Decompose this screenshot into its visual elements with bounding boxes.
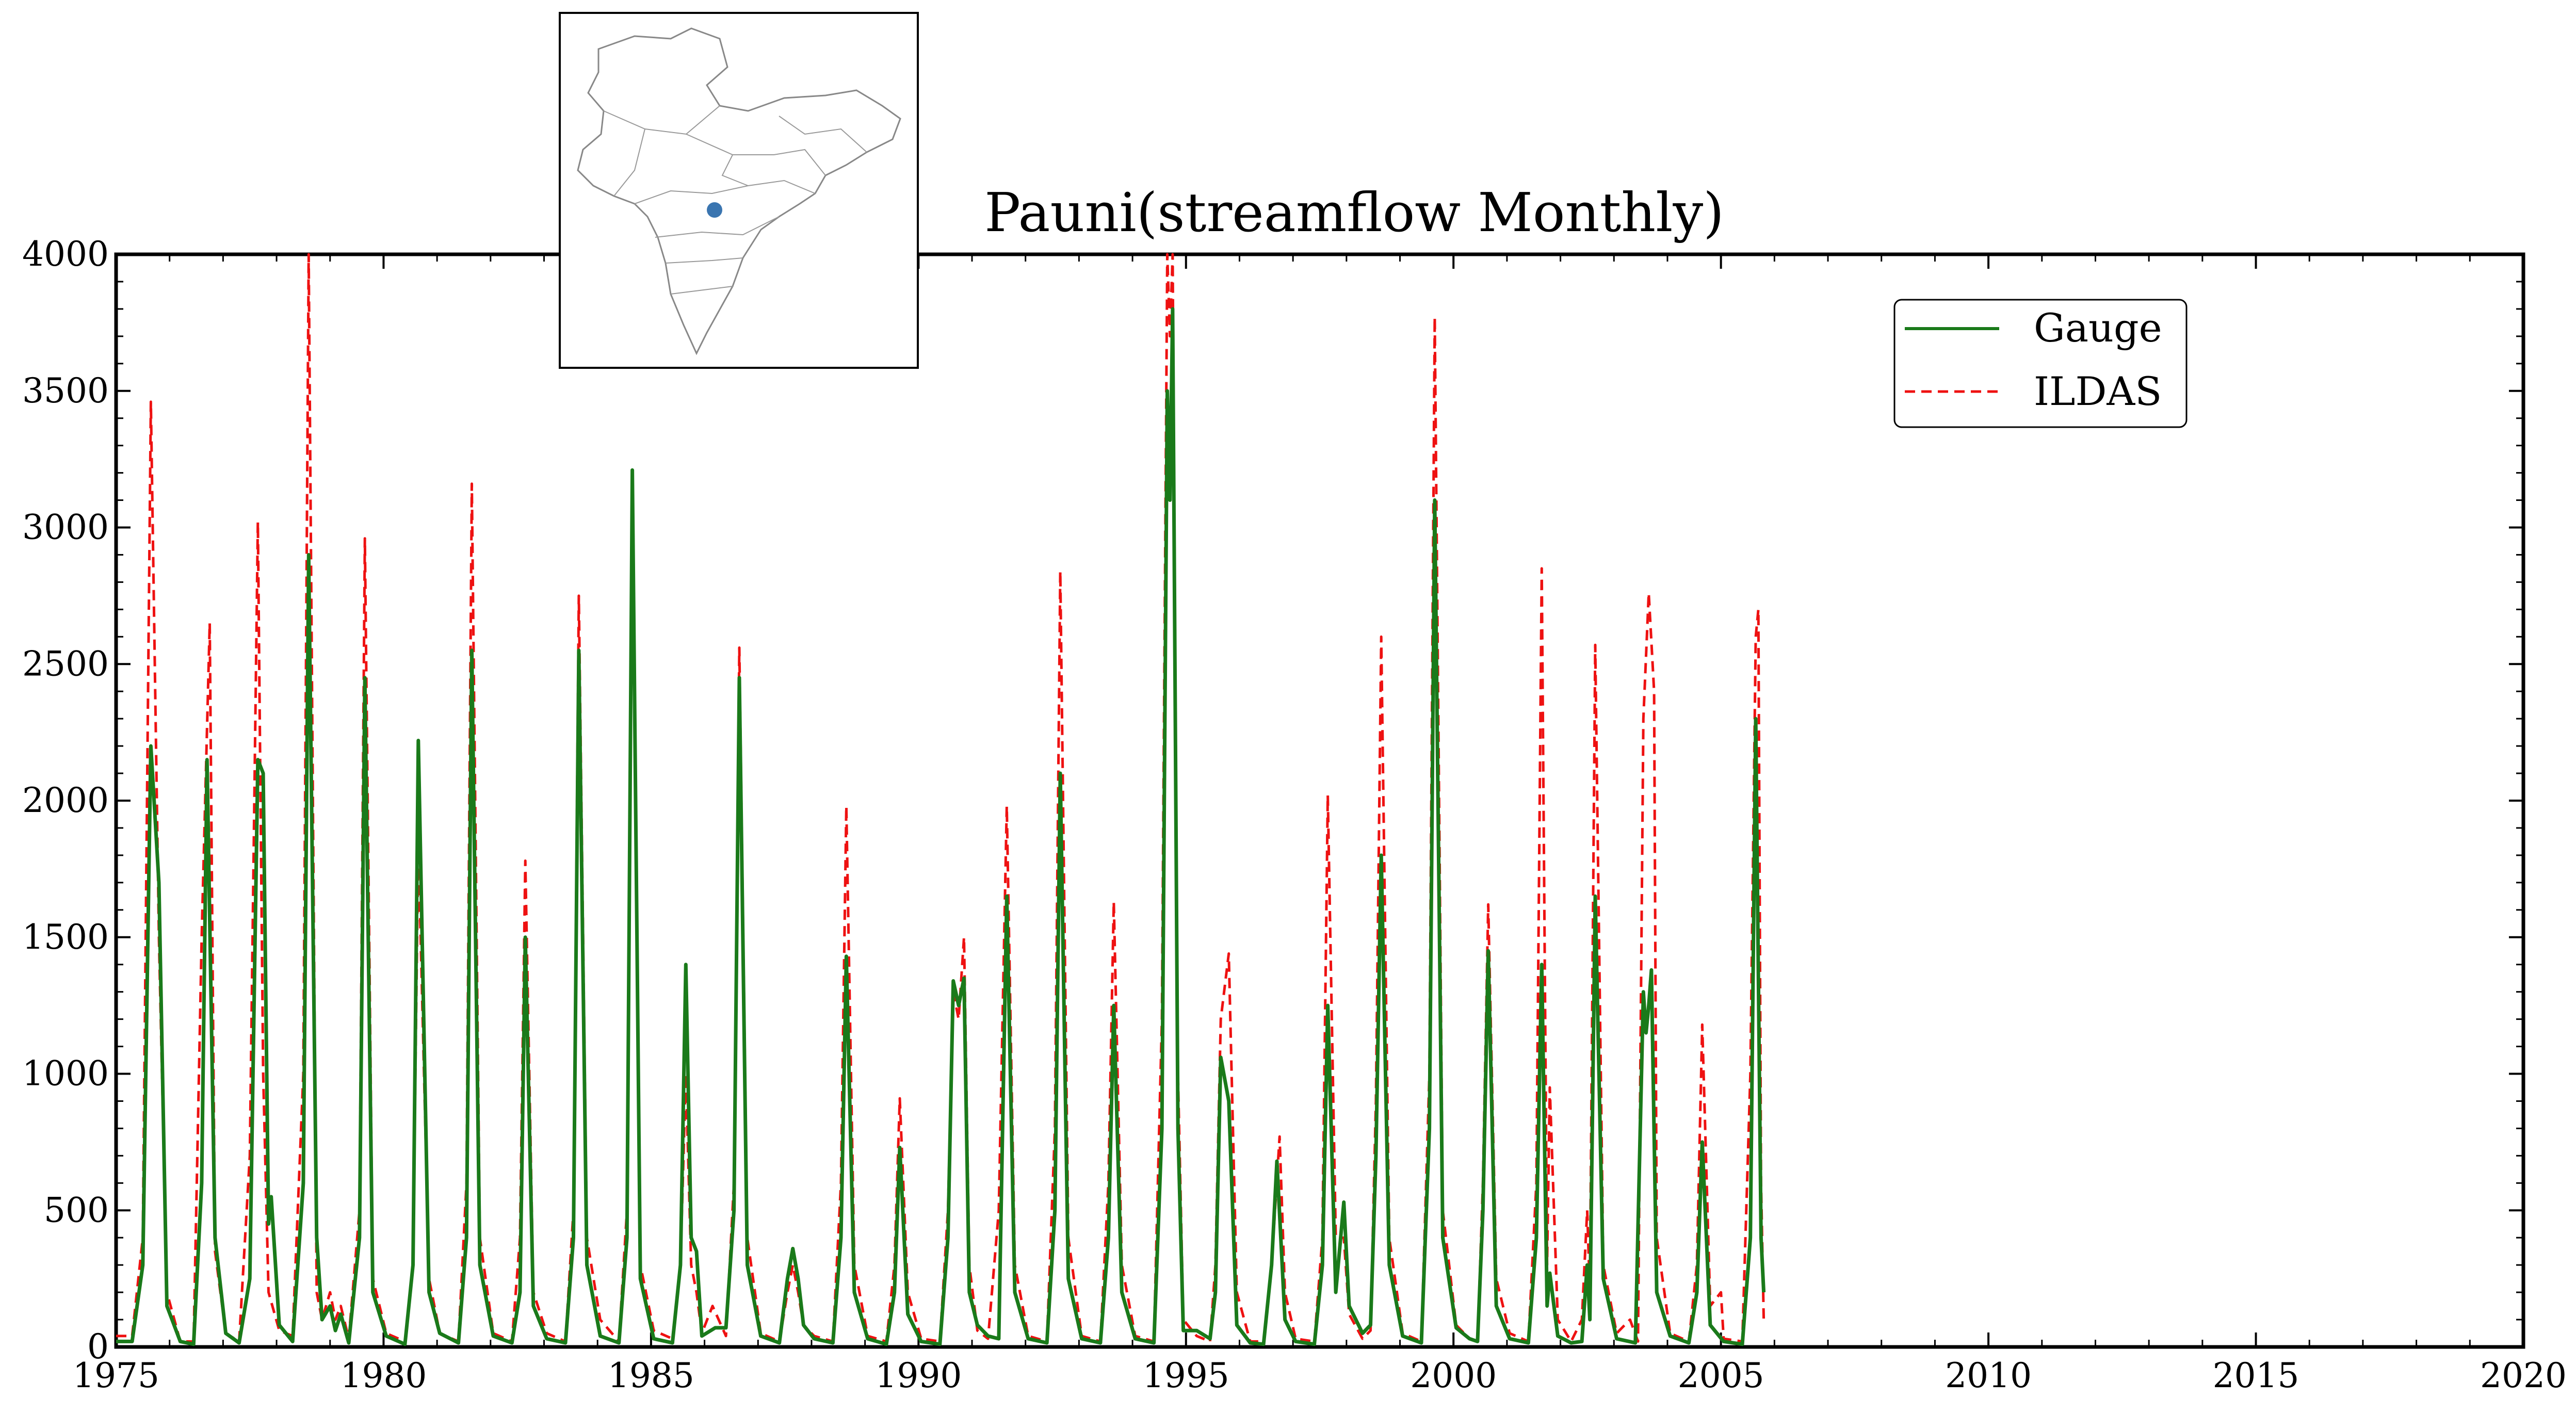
legend-box: [1893, 299, 2188, 428]
y-tick-label: 500: [44, 1190, 109, 1230]
y-tick-label: 3000: [22, 508, 109, 547]
india-outline: [577, 27, 901, 355]
inset-map-frame: [559, 12, 919, 369]
chart-title: Pauni(streamflow Monthly): [984, 181, 1724, 244]
x-tick-label: 1980: [340, 1356, 427, 1395]
x-tick-label: 2005: [1678, 1356, 1764, 1395]
river-basin-boundaries: [603, 105, 867, 295]
legend: Gauge ILDAS: [1893, 299, 2188, 428]
y-tick-label: 4000: [22, 234, 109, 274]
series-layer: [116, 253, 1766, 1346]
x-tick-label: 2020: [2480, 1356, 2567, 1395]
x-axis: 1975 1980 1985 1990 1995 2000 2005 2010 2015 2020: [73, 254, 2567, 1395]
legend-label-gauge: Gauge: [2034, 305, 2162, 351]
x-tick-label: 1985: [608, 1356, 694, 1395]
inset-map: [559, 12, 919, 369]
y-axis: 0 500 1000 1500 2000 2500 3000 3500 4000: [22, 234, 2523, 1367]
x-tick-label: 1995: [1143, 1356, 1229, 1395]
gauge-location-marker: [707, 202, 722, 218]
y-tick-label: 1500: [22, 917, 109, 957]
x-tick-label: 1990: [875, 1356, 962, 1395]
x-tick-label: 2010: [1945, 1356, 2032, 1395]
y-tick-label: 2500: [22, 644, 109, 684]
y-tick-label: 1000: [22, 1054, 109, 1094]
y-tick-label: 2000: [22, 781, 109, 820]
y-tick-label: 0: [87, 1327, 109, 1367]
x-tick-label: 2015: [2213, 1356, 2299, 1395]
legend-label-ildas: ILDAS: [2034, 368, 2162, 414]
series-line-gauge: [116, 307, 1766, 1346]
x-tick-label: 2000: [1410, 1356, 1497, 1395]
x-tick-label: 1975: [73, 1356, 159, 1395]
y-tick-label: 3500: [22, 371, 109, 411]
